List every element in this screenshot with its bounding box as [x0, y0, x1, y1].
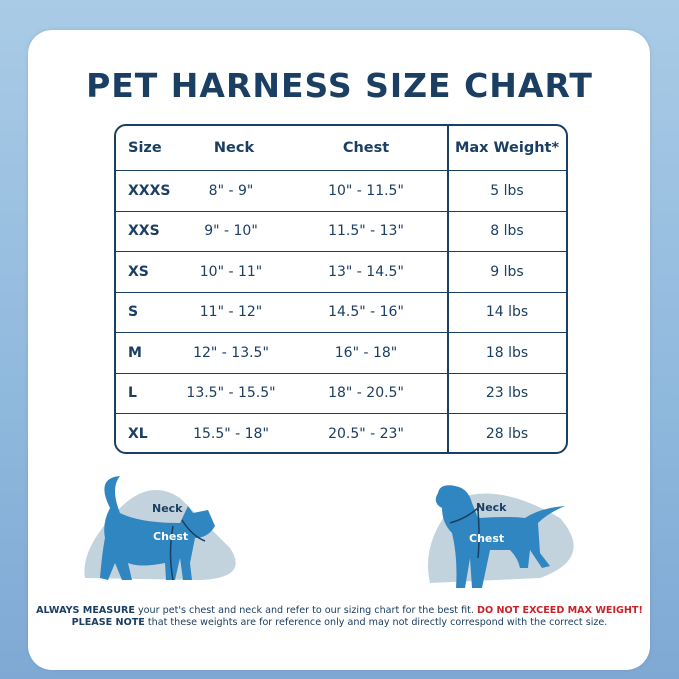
cat-chest-label: Chest	[153, 530, 188, 543]
chest-cell: 13" - 14.5"	[328, 263, 404, 280]
header-max-weight: Max Weight*	[454, 140, 560, 156]
size-cell: XL	[128, 426, 148, 443]
neck-cell: 8" - 9"	[208, 182, 254, 199]
always-measure-label: ALWAYS MEASURE	[36, 605, 135, 616]
chest-cell: 16" - 18"	[334, 344, 398, 361]
page-title: PET HARNESS SIZE CHART	[86, 66, 593, 105]
neck-cell: 12" - 13.5"	[193, 344, 269, 361]
chest-cell: 10" - 11.5"	[328, 182, 404, 199]
neck-cell: 15.5" - 18"	[193, 426, 269, 443]
weight-cell: 28 lbs	[485, 426, 529, 443]
neck-cell: 10" - 11"	[199, 263, 263, 280]
weight-cell: 23 lbs	[485, 385, 529, 402]
dog-chest-label: Chest	[469, 532, 504, 545]
table-row: XL 15.5" - 18" 20.5" - 23" 28 lbs	[116, 414, 566, 452]
header-chest: Chest	[342, 140, 390, 156]
table-row: S 11" - 12" 14.5" - 16" 14 lbs	[116, 293, 566, 333]
table-row: XXS 9" - 10" 11.5" - 13" 8 lbs	[116, 212, 566, 252]
neck-cell: 11" - 12"	[199, 304, 263, 321]
chest-cell: 18" - 20.5"	[328, 385, 404, 402]
neck-cell: 13.5" - 15.5"	[186, 385, 276, 402]
dog-icon	[435, 485, 565, 588]
size-table: Size Neck Chest Max Weight* XXXS 8" - 9" 1…	[114, 124, 568, 454]
weight-cell: 18 lbs	[485, 344, 529, 361]
size-cell: S	[128, 304, 139, 321]
table-row: M 12" - 13.5" 16" - 18" 18 lbs	[116, 333, 566, 374]
weight-cell: 8 lbs	[490, 223, 524, 240]
note-text: that these weights are for reference onl…	[144, 617, 608, 628]
column-divider	[447, 126, 449, 452]
table-row: XXXS 8" - 9" 10" - 11.5" 5 lbs	[116, 171, 566, 212]
weight-cell: 9 lbs	[490, 263, 524, 280]
chest-cell: 14.5" - 16"	[328, 304, 404, 321]
footer-line-1: ALWAYS MEASURE your pet's chest and neck…	[0, 605, 679, 617]
cat-icon	[100, 476, 215, 580]
cat-illustration: Neck Chest	[84, 476, 236, 581]
dog-neck-label: Neck	[476, 501, 507, 514]
measure-text: your pet's chest and neck and refer to o…	[134, 605, 478, 616]
footer-line-2: PLEASE NOTE that these weights are for r…	[0, 617, 679, 629]
dog-illustration: Neck Chest	[428, 485, 574, 588]
weight-cell: 14 lbs	[485, 304, 529, 321]
size-cell: L	[128, 385, 137, 402]
header-neck: Neck	[213, 140, 255, 156]
size-cell: XXXS	[128, 182, 171, 199]
chest-cell: 20.5" - 23"	[328, 426, 404, 443]
size-cell: M	[128, 344, 142, 361]
cat-neck-label: Neck	[152, 502, 183, 515]
please-note-label: PLEASE NOTE	[71, 617, 145, 628]
max-weight-warning: DO NOT EXCEED MAX WEIGHT!	[477, 605, 643, 616]
weight-cell: 5 lbs	[490, 182, 524, 199]
table-header: Size Neck Chest Max Weight*	[116, 126, 566, 171]
size-cell: XS	[128, 263, 149, 280]
table-row: L 13.5" - 15.5" 18" - 20.5" 23 lbs	[116, 374, 566, 414]
table-row: XS 10" - 11" 13" - 14.5" 9 lbs	[116, 252, 566, 293]
size-cell: XXS	[128, 223, 160, 240]
header-size: Size	[128, 140, 162, 156]
neck-cell: 9" - 10"	[204, 223, 258, 240]
chest-cell: 11.5" - 13"	[328, 223, 404, 240]
